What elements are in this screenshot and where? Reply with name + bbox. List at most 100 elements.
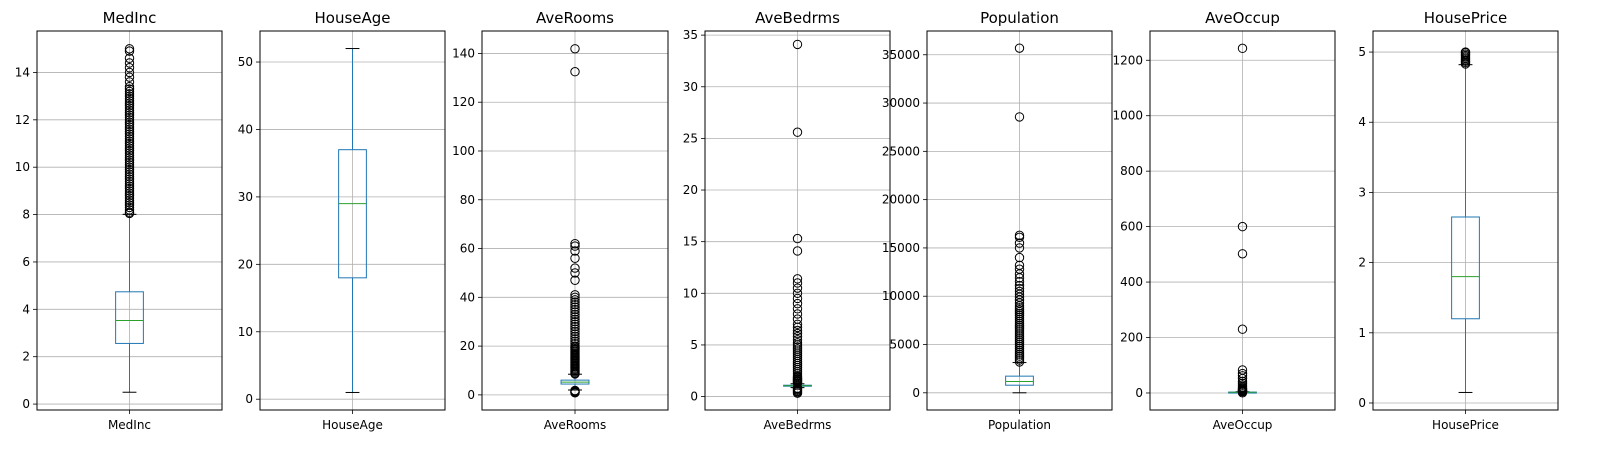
chart-panel-avebedrms: 0 5 10 15 20 25 30 35 AveBedrms AveBedrms <box>683 9 891 432</box>
outlier-point <box>124 77 135 87</box>
outlier-point <box>1014 286 1025 297</box>
outlier-point <box>1014 252 1025 263</box>
outlier-point <box>792 283 803 293</box>
x-tick-label: Population <box>988 418 1051 432</box>
outlier-point <box>570 241 580 251</box>
outlier-point <box>570 385 580 396</box>
outlier-point <box>792 233 803 244</box>
outlier-point <box>792 304 803 314</box>
y-tick-label: 0 <box>1358 396 1366 410</box>
outlier-point <box>124 162 135 172</box>
y-tick-label: 400 <box>1120 275 1143 289</box>
outlier-point <box>124 122 135 132</box>
outlier-point <box>124 103 135 113</box>
y-tick-label: 25000 <box>882 144 920 158</box>
box-iqr <box>115 291 144 344</box>
y-tick-label: 0 <box>467 388 475 402</box>
y-tick-label: 10 <box>15 160 30 174</box>
outlier-point <box>570 309 580 320</box>
y-tick-label: 2 <box>1358 256 1366 270</box>
outlier-point <box>124 112 135 123</box>
y-tick-label: 0 <box>22 397 30 411</box>
outlier-point <box>1014 280 1025 291</box>
chart-title: Population <box>980 9 1059 27</box>
outlier-point <box>570 268 580 278</box>
outlier-point <box>792 39 803 50</box>
outlier-point <box>1014 260 1025 271</box>
chart-title: AveRooms <box>536 9 614 27</box>
outlier-point <box>124 174 135 184</box>
outlier-point <box>124 136 135 146</box>
y-tick-label: 8 <box>22 208 30 222</box>
outlier-point <box>124 117 135 127</box>
outlier-point <box>1014 243 1025 253</box>
outlier-point <box>1237 221 1248 232</box>
outlier-point <box>570 334 580 344</box>
y-tick-label: 3 <box>1358 185 1366 199</box>
outlier-point <box>792 319 803 329</box>
outlier-point <box>570 297 580 307</box>
chart-title: AveBedrms <box>755 9 840 27</box>
y-tick-label: 4 <box>1358 115 1366 129</box>
x-tick-label: HousePrice <box>1432 418 1499 432</box>
chart-panel-houseage: 0 10 20 30 40 50 HouseAge HouseAge <box>238 9 446 432</box>
y-tick-label: 120 <box>452 95 475 109</box>
outlier-point <box>1014 43 1025 53</box>
outlier-point <box>124 190 135 201</box>
outlier-point <box>570 314 580 324</box>
y-tick-label: 0 <box>690 390 698 404</box>
outlier-point <box>124 155 135 165</box>
y-tick-label: 1200 <box>1112 53 1143 67</box>
outlier-point <box>570 336 580 346</box>
outlier-point <box>792 325 803 336</box>
box-iqr <box>1451 216 1480 320</box>
y-tick-label: 2 <box>22 350 30 364</box>
y-tick-label: 12 <box>15 113 30 127</box>
outlier-point <box>570 312 580 322</box>
outlier-point <box>124 138 135 149</box>
outlier-point <box>792 278 803 288</box>
outlier-point <box>124 67 135 78</box>
y-tick-label: 40 <box>238 122 253 136</box>
outlier-point <box>124 202 135 213</box>
y-tick-label: 30000 <box>882 96 920 110</box>
outlier-point <box>124 179 135 189</box>
outlier-point <box>1237 371 1248 381</box>
y-tick-label: 30 <box>683 80 698 94</box>
outlier-point <box>570 326 580 337</box>
outlier-point <box>792 314 803 324</box>
outlier-point <box>570 290 580 300</box>
outlier-point <box>792 298 803 309</box>
outlier-point <box>124 126 135 137</box>
y-tick-label: 10000 <box>882 289 920 303</box>
outlier-point <box>124 171 135 182</box>
x-tick-label: HouseAge <box>322 418 383 432</box>
outlier-point <box>792 338 803 348</box>
outlier-point <box>124 188 135 198</box>
y-tick-label: 15000 <box>882 241 920 255</box>
outlier-point <box>124 148 135 158</box>
outlier-point <box>792 127 803 137</box>
y-tick-label: 15 <box>683 235 698 249</box>
outlier-point <box>124 110 135 120</box>
outlier-point <box>570 307 580 317</box>
y-tick-label: 1 <box>1358 326 1366 340</box>
outlier-point <box>124 200 135 210</box>
outlier-point <box>124 96 135 106</box>
chart-title: HousePrice <box>1424 9 1508 27</box>
y-tick-label: 5 <box>690 338 698 352</box>
outlier-point <box>1460 47 1471 57</box>
outlier-point <box>1237 43 1248 54</box>
outlier-point <box>124 176 135 187</box>
outlier-point <box>1014 230 1025 241</box>
outlier-point <box>124 207 135 217</box>
outlier-point <box>124 186 135 196</box>
box-iqr <box>338 149 367 279</box>
outlier-point <box>124 153 135 163</box>
outlier-point <box>1014 264 1025 274</box>
y-tick-label: 20 <box>238 257 253 271</box>
outlier-point <box>792 335 803 345</box>
outlier-point <box>570 338 580 349</box>
outlier-point <box>124 58 135 68</box>
outlier-point <box>124 63 135 73</box>
